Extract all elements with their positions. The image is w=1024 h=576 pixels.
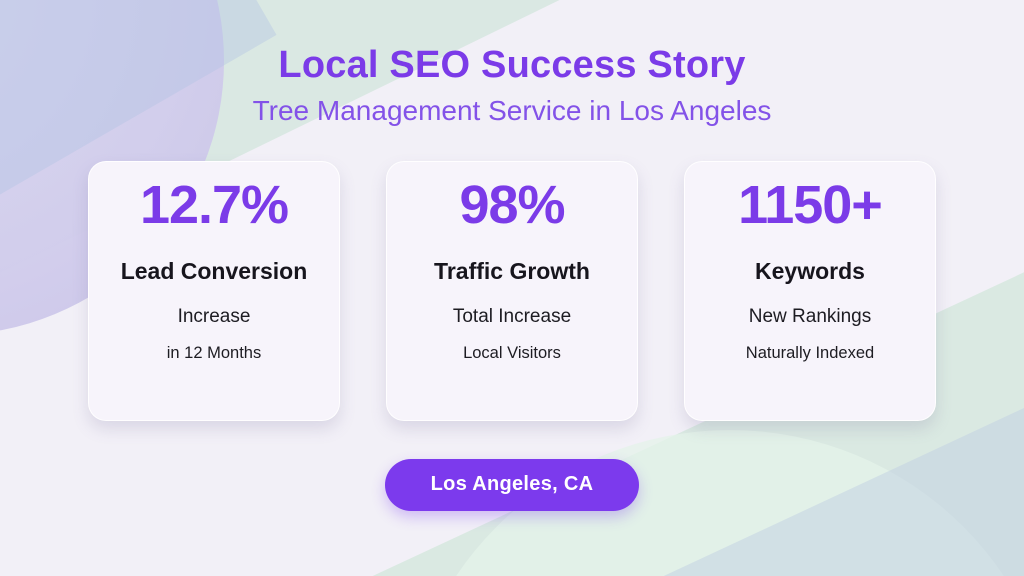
stat-value: 98% (459, 174, 565, 235)
stat-detail: Naturally Indexed (745, 343, 875, 362)
stat-detail: Local Visitors (463, 343, 561, 362)
stat-label: Lead Conversion (120, 257, 308, 284)
stat-value: 12.7% (139, 174, 289, 235)
stat-detail: Total Increase (452, 305, 572, 327)
stat-card-traffic-growth: 98% Traffic Growth Total Increase Local … (386, 160, 638, 421)
page-title: Local SEO Success Story (278, 44, 746, 86)
location-badge-button[interactable]: Los Angeles, CA (384, 458, 640, 511)
stat-detail: New Rankings (748, 305, 872, 327)
stat-label: Traffic Growth (434, 257, 590, 284)
stat-card-keywords: 1150+ Keywords New Rankings Naturally In… (684, 160, 936, 421)
stat-cards-row: 12.7% Lead Conversion Increase in 12 Mon… (88, 160, 936, 421)
stat-label: Keywords (755, 257, 865, 284)
stat-detail: Increase (177, 305, 251, 327)
stat-detail: in 12 Months (166, 343, 262, 362)
stat-value: 1150+ (738, 174, 883, 235)
stat-card-lead-conversion: 12.7% Lead Conversion Increase in 12 Mon… (88, 160, 340, 421)
page-subtitle: Tree Management Service in Los Angeles (252, 94, 772, 126)
